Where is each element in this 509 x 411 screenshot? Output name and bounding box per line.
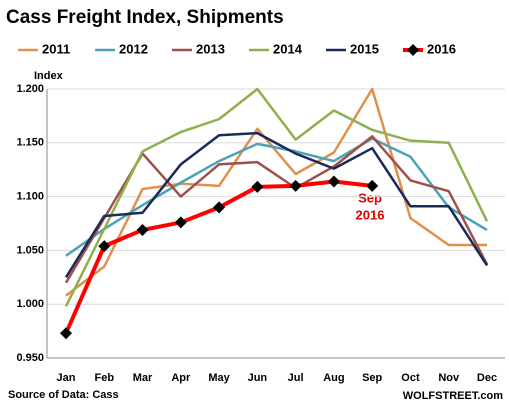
- y-tick-label: 1.200: [16, 83, 44, 95]
- point: [174, 216, 187, 229]
- x-tick-label: Mar: [133, 372, 153, 384]
- point: [98, 240, 111, 253]
- point: [327, 175, 340, 188]
- y-tick-label: 1.050: [16, 244, 44, 256]
- y-axis-label: Index: [34, 70, 64, 82]
- point: [60, 327, 72, 340]
- series-line: [64, 135, 489, 284]
- point: [251, 180, 264, 193]
- series-line: [65, 137, 488, 257]
- source: Source of Data: Cass: [8, 389, 119, 401]
- chart-title: Cass Freight Index, Shipments: [6, 7, 284, 28]
- x-tick-label: Jun: [248, 372, 268, 384]
- x-tick-label: Aug: [323, 372, 344, 384]
- series-line: [64, 131, 489, 278]
- legend-marker: [407, 44, 419, 56]
- point: [289, 179, 302, 192]
- legend-label: 2014: [273, 41, 303, 56]
- x-tick-label: Feb: [94, 372, 114, 384]
- point: [136, 223, 149, 236]
- x-tick-label: Jan: [57, 372, 76, 384]
- legend-label: 2013: [196, 41, 225, 56]
- point: [366, 179, 379, 192]
- legend-label: 2015: [350, 41, 379, 56]
- x-tick-label: May: [208, 372, 230, 384]
- y-tick-label: 1.000: [16, 298, 44, 310]
- annotation: 2016: [356, 207, 385, 222]
- series-line: [65, 87, 487, 297]
- y-tick-label: 1.150: [16, 137, 44, 149]
- annotation: Sep: [358, 190, 382, 205]
- x-tick-label: Apr: [171, 372, 191, 384]
- legend-label: 2011: [42, 41, 70, 56]
- y-tick-label: 1.100: [16, 191, 44, 203]
- legend-label: 2016: [427, 41, 456, 56]
- watermark: WOLFSTREET.com: [403, 390, 503, 402]
- x-tick-label: Jul: [288, 372, 304, 384]
- series-line: [64, 87, 489, 307]
- legend-label: 2012: [119, 41, 148, 56]
- x-tick-label: Sep: [362, 372, 382, 384]
- point: [213, 201, 226, 214]
- x-tick-label: Dec: [477, 372, 497, 384]
- x-tick-label: Nov: [438, 372, 460, 384]
- x-tick-label: Oct: [401, 372, 420, 384]
- y-tick-label: 0.950: [16, 352, 44, 364]
